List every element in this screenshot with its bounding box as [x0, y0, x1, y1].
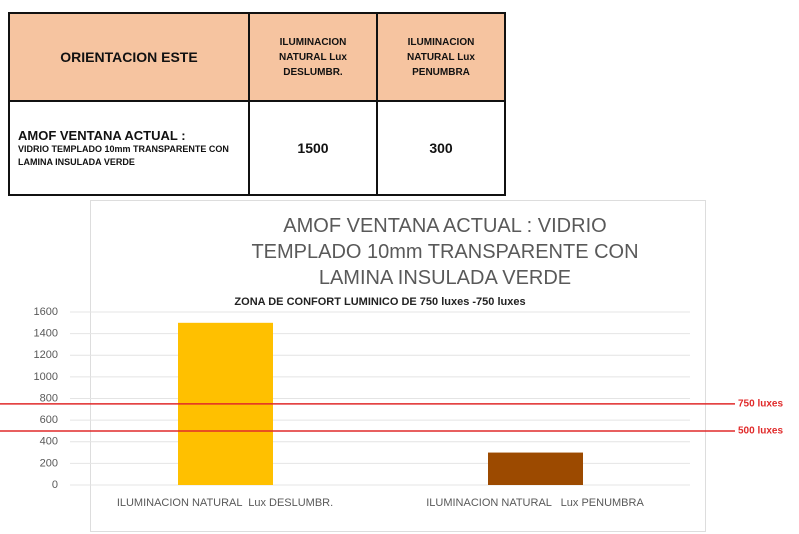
header-cell: ORIENTACION ESTE: [8, 12, 250, 102]
y-tick-label: 800: [40, 392, 58, 404]
x-tick-label: ILUMINACION NATURAL Lux PENUMBRA: [426, 497, 644, 509]
row-heading: AMOF VENTANA ACTUAL :: [18, 127, 186, 143]
header-cell: ILUMINACION NATURAL Lux DESLUMBR.: [248, 12, 378, 102]
reference-label: 750 luxes: [738, 399, 783, 410]
chart-title: AMOF VENTANA ACTUAL : VIDRIO TEMPLADO 10…: [251, 215, 639, 289]
row-detail: VIDRIO TEMPLADO 10mm TRANSPARENTE CON LA…: [18, 143, 229, 167]
value-cell: 1500: [248, 100, 378, 196]
header-cell: ILUMINACION NATURAL Lux PENUMBRA: [376, 12, 506, 102]
header-row: ORIENTACION ESTE ILUMINACION NATURAL Lux…: [8, 12, 506, 102]
y-tick-label: 600: [40, 414, 58, 426]
bar: [488, 452, 583, 485]
y-tick-label: 200: [40, 457, 58, 469]
row-label: AMOF VENTANA ACTUAL : VIDRIO TEMPLADO 10…: [8, 100, 250, 196]
x-tick-label: ILUMINACION NATURAL Lux DESLUMBR.: [116, 497, 334, 509]
y-tick-label: 1400: [34, 328, 58, 340]
y-tick-label: 1000: [34, 371, 58, 383]
y-tick-label: 1600: [34, 306, 58, 318]
body-row: AMOF VENTANA ACTUAL : VIDRIO TEMPLADO 10…: [8, 100, 506, 196]
reference-label: 500 luxes: [738, 426, 783, 437]
chart-area: [90, 200, 706, 532]
data-table: ORIENTACION ESTE ILUMINACION NATURAL Lux…: [8, 12, 506, 196]
chart-subtitle: ZONA DE CONFORT LUMINICO DE 750 luxes -7…: [234, 296, 526, 308]
y-tick-label: 0: [52, 479, 58, 491]
y-tick-label: 400: [40, 436, 58, 448]
value-cell: 300: [376, 100, 506, 196]
y-tick-label: 1200: [34, 349, 58, 361]
